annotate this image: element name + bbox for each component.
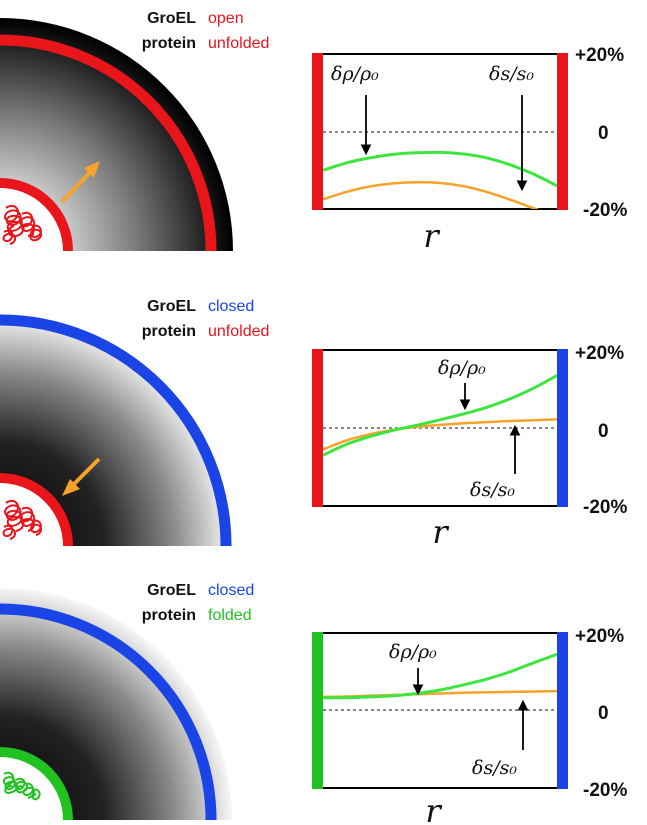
quarter-disc-2 (0, 314, 232, 566)
quarter-disc-3 (0, 588, 232, 820)
tick-plus20: +20% (575, 343, 624, 364)
protein-key: protein (142, 607, 196, 624)
plot-1: δρ/ρ₀ δs/s₀ r +20% 0 -20% (312, 45, 627, 255)
panel-header: GroEL open protein unfolded (142, 10, 270, 52)
protein-key: protein (142, 323, 196, 340)
left-wall-bar (312, 632, 323, 789)
tick-minus20: -20% (583, 497, 627, 518)
tick-zero: 0 (598, 123, 609, 144)
panel-2: GroEL closed protein unfolded δρ/ρ₀ δs/s… (0, 298, 627, 566)
x-axis-label: r (423, 217, 440, 255)
right-wall-bar (557, 53, 568, 210)
groel-key: GroEL (147, 582, 196, 599)
groel-state: closed (208, 582, 254, 599)
entropy-label: δs/s₀ (489, 63, 534, 85)
tick-minus20: -20% (583, 200, 627, 221)
panel-header: GroEL closed protein folded (142, 582, 254, 624)
density-label: δρ/ρ₀ (438, 357, 486, 379)
left-wall-bar (312, 349, 323, 507)
groel-state: closed (208, 298, 254, 315)
density-label: δρ/ρ₀ (331, 63, 379, 85)
quarter-disc-1 (0, 18, 233, 251)
density-label: δρ/ρ₀ (389, 641, 437, 663)
tick-plus20: +20% (575, 626, 624, 647)
panel-header: GroEL closed protein unfolded (142, 298, 270, 340)
tick-zero: 0 (598, 703, 609, 724)
panel-1: GroEL open protein unfolded δρ/ρ₀ δs/s₀ … (0, 10, 627, 255)
series-group (323, 654, 557, 697)
right-wall-bar (557, 632, 568, 789)
x-axis-label: r (425, 792, 442, 825)
panel-3: GroEL closed protein folded δρ/ρ₀ δs/s₀ … (0, 582, 627, 825)
tick-minus20: -20% (583, 780, 627, 801)
entropy-curve (323, 419, 557, 449)
groel-state: open (208, 10, 244, 27)
right-wall-bar (557, 349, 568, 507)
entropy-label: δs/s₀ (470, 479, 515, 501)
protein-state: unfolded (208, 323, 269, 340)
tick-zero: 0 (598, 421, 609, 442)
x-axis-label: r (432, 513, 449, 551)
plot-2: δρ/ρ₀ δs/s₀ r +20% 0 -20% (312, 343, 627, 551)
protein-state: unfolded (208, 35, 269, 52)
groel-key: GroEL (147, 10, 196, 27)
protein-state: folded (208, 607, 252, 624)
plot-3: δρ/ρ₀ δs/s₀ r +20% 0 -20% (312, 626, 627, 825)
left-wall-bar (312, 53, 323, 210)
series-group (323, 375, 557, 455)
protein-key: protein (142, 35, 196, 52)
tick-plus20: +20% (575, 45, 624, 66)
entropy-label: δs/s₀ (472, 757, 517, 779)
density-curve (323, 375, 557, 455)
groel-key: GroEL (147, 298, 196, 315)
